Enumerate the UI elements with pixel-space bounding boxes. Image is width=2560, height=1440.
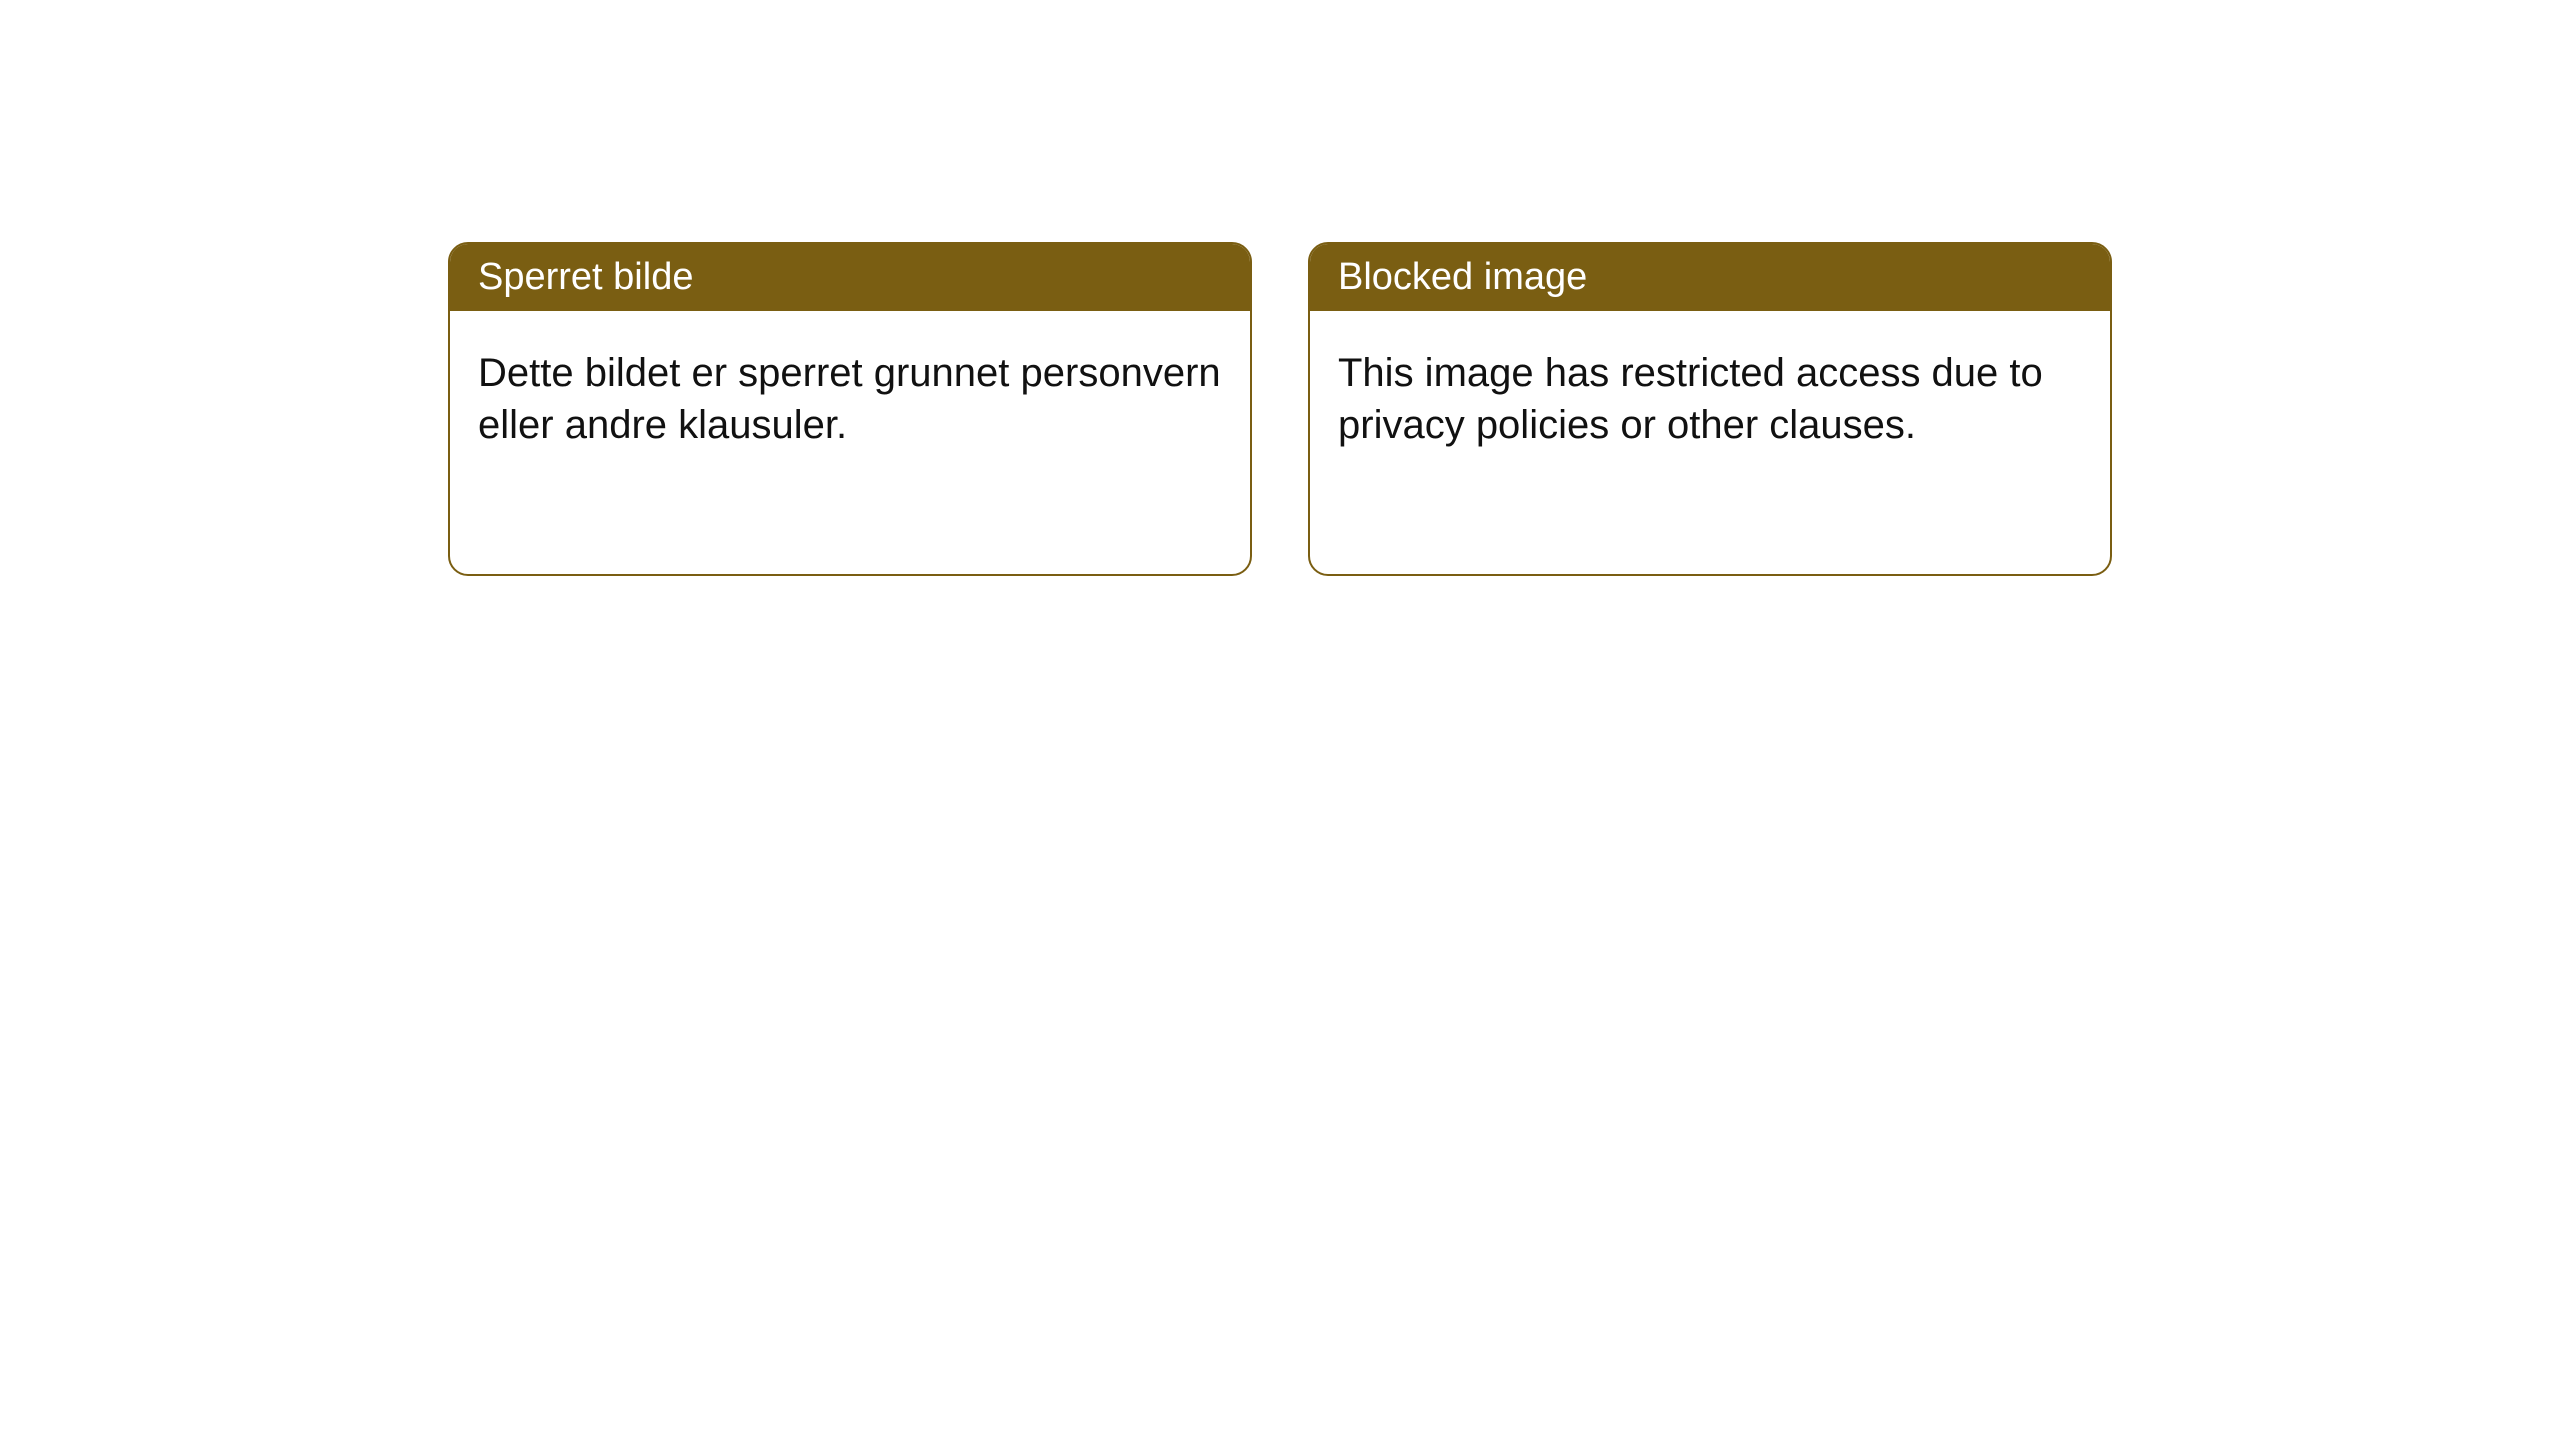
blocked-image-card-no: Sperret bilde Dette bildet er sperret gr… — [448, 242, 1252, 576]
card-body-en: This image has restricted access due to … — [1310, 311, 2110, 487]
card-header-en: Blocked image — [1310, 244, 2110, 311]
cards-container: Sperret bilde Dette bildet er sperret gr… — [0, 0, 2560, 576]
card-header-text-no: Sperret bilde — [478, 256, 693, 298]
card-header-no: Sperret bilde — [450, 244, 1250, 311]
card-body-text-no: Dette bildet er sperret grunnet personve… — [478, 351, 1221, 447]
card-header-text-en: Blocked image — [1338, 256, 1587, 298]
blocked-image-card-en: Blocked image This image has restricted … — [1308, 242, 2112, 576]
card-body-text-en: This image has restricted access due to … — [1338, 351, 2043, 447]
card-body-no: Dette bildet er sperret grunnet personve… — [450, 311, 1250, 487]
